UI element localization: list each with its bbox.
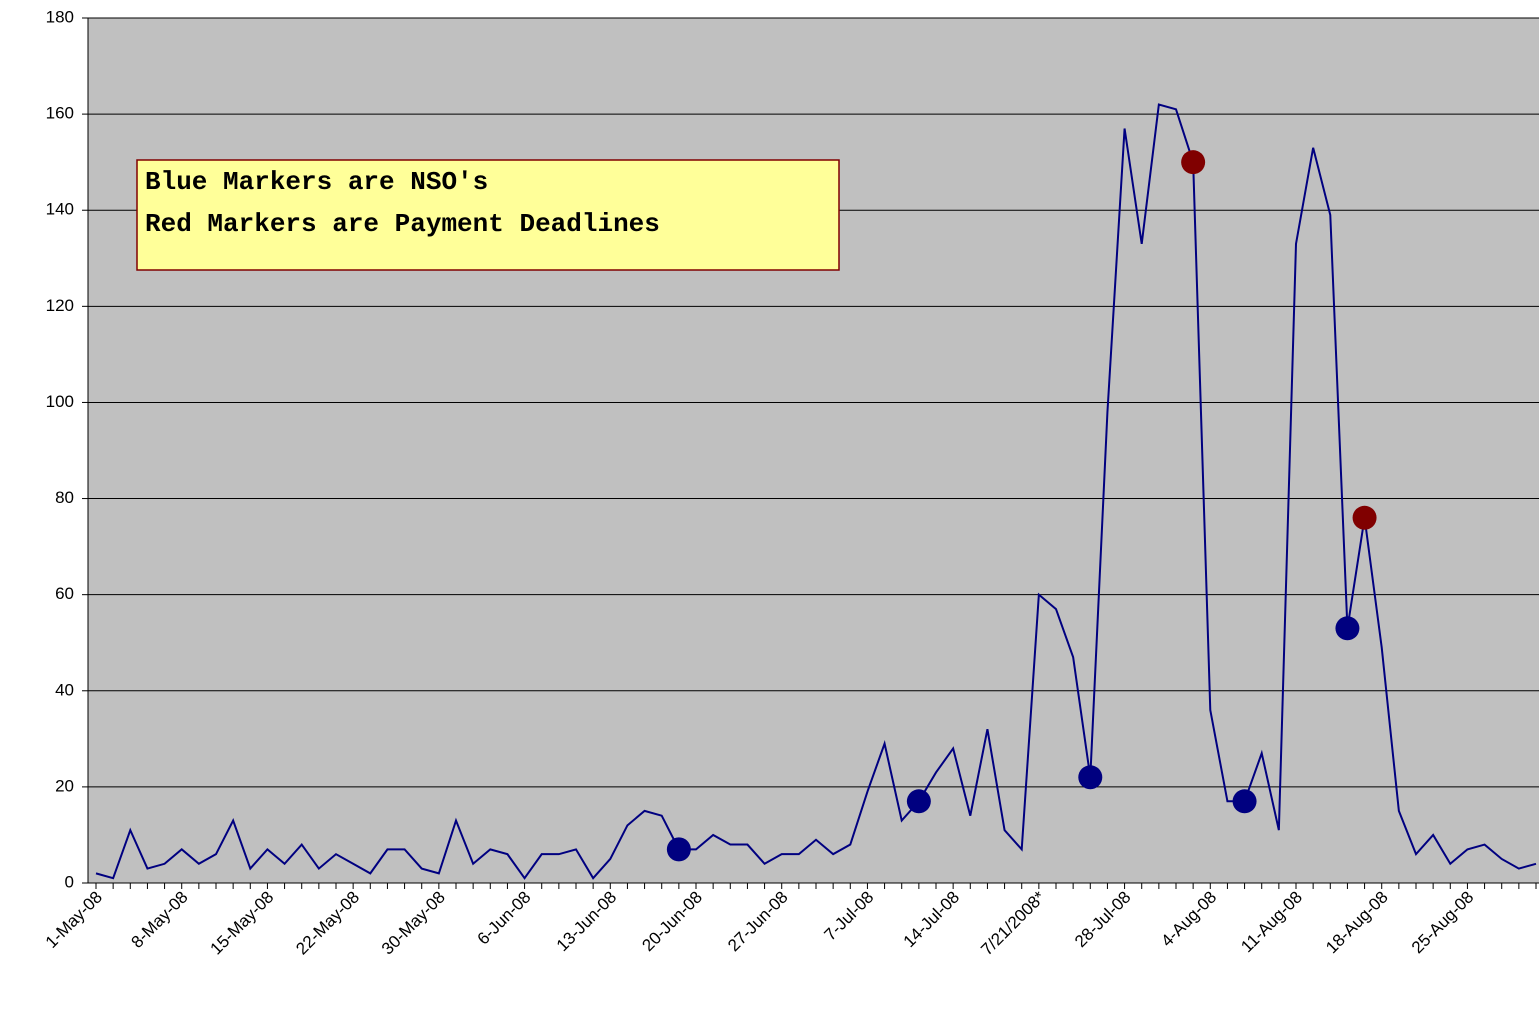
y-tick-label: 100 bbox=[46, 392, 74, 411]
y-tick-label: 80 bbox=[55, 488, 74, 507]
data-line bbox=[95, 103, 1537, 880]
x-tick-label: 18-Aug-08 bbox=[1322, 888, 1392, 958]
marker bbox=[1181, 150, 1206, 175]
marker bbox=[666, 837, 691, 862]
x-tick-label: 25-Aug-08 bbox=[1408, 888, 1478, 958]
x-tick-label: 7/21/2008* bbox=[977, 887, 1049, 959]
x-tick-label: 13-Jun-08 bbox=[553, 888, 621, 956]
x-tick-label: 4-Aug-08 bbox=[1157, 888, 1220, 951]
annotation: Blue Markers are NSO's bbox=[145, 167, 488, 197]
x-tick-label: 28-Jul-08 bbox=[1071, 888, 1135, 952]
marker bbox=[1352, 505, 1377, 530]
y-tick-label: 20 bbox=[55, 776, 74, 795]
annotation: Red Markers are Payment Deadlines bbox=[145, 209, 660, 239]
plot-area bbox=[88, 18, 1539, 883]
x-tick-label: 30-May-08 bbox=[378, 888, 449, 959]
y-tick-label: 0 bbox=[65, 872, 74, 891]
marker bbox=[1078, 765, 1103, 790]
marker bbox=[906, 789, 931, 814]
x-tick-label: 20-Jun-08 bbox=[638, 888, 706, 956]
x-tick-label: 7-Jul-08 bbox=[821, 888, 878, 945]
annotation-box bbox=[136, 159, 840, 271]
y-tick-label: 160 bbox=[46, 104, 74, 123]
y-tick-label: 40 bbox=[55, 680, 74, 699]
x-tick-label: 6-Jun-08 bbox=[474, 888, 535, 949]
y-tick-label: 140 bbox=[46, 200, 74, 219]
x-tick-label: 8-May-08 bbox=[127, 888, 191, 952]
x-tick-label: 15-May-08 bbox=[207, 888, 278, 959]
y-tick-label: 120 bbox=[46, 296, 74, 315]
marker bbox=[1335, 616, 1360, 641]
x-tick-label: 22-May-08 bbox=[292, 888, 363, 959]
x-tick-label: 1-May-08 bbox=[42, 888, 106, 952]
x-tick-label: 27-Jun-08 bbox=[724, 888, 792, 956]
y-tick-label: 60 bbox=[55, 584, 74, 603]
y-tick-label: 180 bbox=[46, 7, 74, 26]
x-tick-label: 11-Aug-08 bbox=[1237, 888, 1306, 957]
marker bbox=[1232, 789, 1257, 814]
x-tick-label: 14-Jul-08 bbox=[900, 888, 964, 952]
